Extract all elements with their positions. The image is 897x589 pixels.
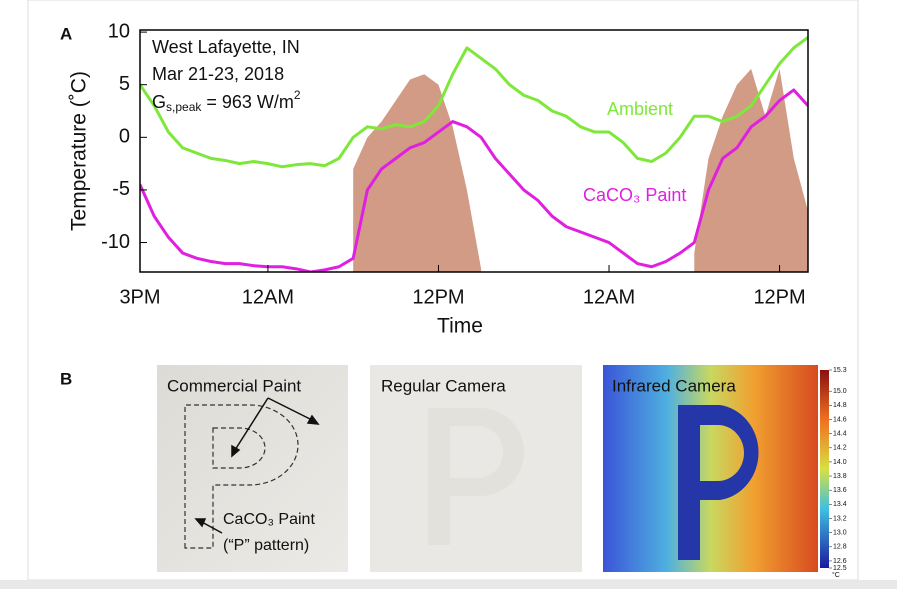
x-tick-label: 3PM [119, 286, 160, 308]
colorbar-label: 14.2 [833, 445, 847, 452]
colorbar-label: 12.8 [833, 544, 847, 551]
y-tick-label: 5 [119, 73, 130, 95]
series-label: Ambient [607, 99, 673, 119]
annotation: Gs,peak = 963 W/m2 [152, 88, 301, 114]
colorbar-label: 15.3 [833, 367, 847, 374]
colorbar-label: 15.0 [833, 388, 847, 395]
photo [370, 365, 582, 572]
photo-label: (“P” pattern) [223, 537, 309, 554]
footer-strip [0, 580, 897, 589]
colorbar-label: 13.8 [833, 473, 847, 480]
x-axis-title: Time [437, 315, 483, 338]
colorbar-unit: °C [832, 571, 840, 579]
annotation: West Lafayette, IN [152, 37, 300, 57]
series-line [140, 36, 808, 169]
irradiance-area [353, 68, 808, 272]
faint-p [428, 408, 524, 545]
colorbar-label: 13.0 [833, 529, 847, 536]
colorbar [820, 370, 829, 568]
y-tick-label: 0 [119, 126, 130, 148]
photo-label: Commercial Paint [167, 376, 301, 395]
colorbar-label: 14.0 [833, 459, 847, 466]
series-line [140, 88, 808, 272]
y-tick-label: 10 [108, 20, 130, 42]
plot-frame [139, 29, 809, 273]
colorbar-label: 14.4 [833, 430, 847, 437]
x-tick-label: 12PM [412, 286, 464, 308]
photo-title: Infrared Camera [612, 376, 736, 395]
arrows [194, 397, 320, 534]
plot-area [140, 36, 808, 272]
colorbar-label: 13.4 [833, 501, 847, 508]
colorbar-label: 13.6 [833, 487, 847, 494]
x-tick-label: 12AM [242, 286, 294, 308]
y-tick-label: -10 [101, 231, 130, 253]
photo-title: Regular Camera [381, 376, 506, 395]
y-axis-title: Temperature (˚C) [68, 71, 91, 231]
photo [603, 365, 818, 572]
colorbar-label: 13.2 [833, 515, 847, 522]
y-tick-label: -5 [112, 178, 130, 200]
panel-label: B [60, 369, 72, 388]
ir-p [678, 405, 759, 560]
colorbar-label: 14.8 [833, 402, 847, 409]
x-tick-label: 12PM [753, 286, 805, 308]
x-tick-label: 12AM [583, 286, 635, 308]
photo [157, 365, 348, 572]
colorbar-label: 12.5 [833, 565, 847, 572]
panel-label: A [60, 24, 72, 43]
annotation: Mar 21-23, 2018 [152, 64, 284, 84]
colorbar-label: 12.6 [833, 558, 847, 565]
series-label: CaCO₃ Paint [583, 185, 686, 205]
photo-label: CaCO₃ Paint [223, 511, 315, 528]
colorbar-label: 14.6 [833, 416, 847, 423]
